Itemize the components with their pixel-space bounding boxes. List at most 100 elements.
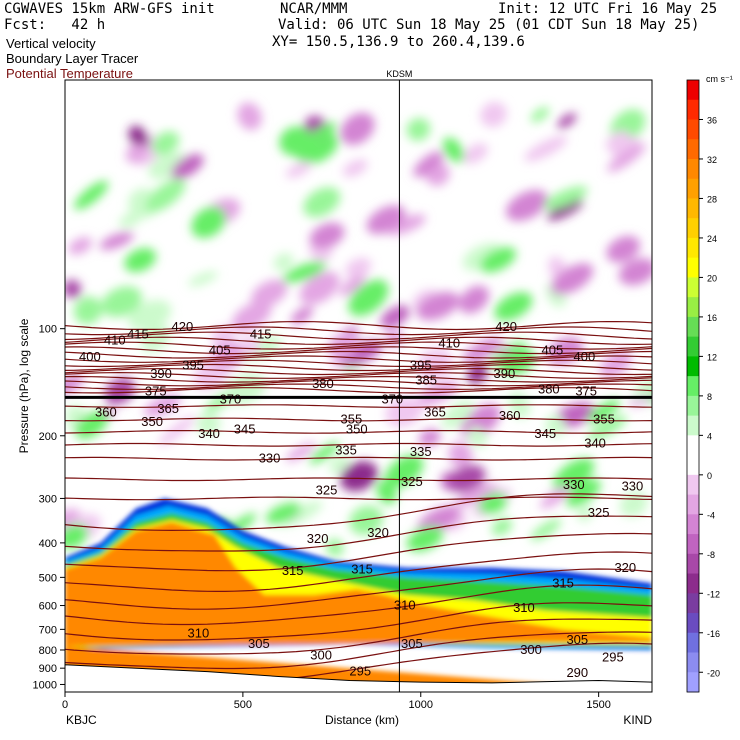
theta-label: 380 (312, 376, 334, 391)
y-tick-label: 600 (39, 601, 57, 613)
vv-cell (547, 199, 584, 221)
theta-label: 390 (150, 366, 172, 381)
vv-cell (265, 502, 302, 524)
colorbar-segment (687, 336, 699, 357)
colorbar-label: 0 (707, 471, 712, 481)
theta-label: 355 (593, 412, 615, 427)
theta-label: 400 (79, 349, 101, 364)
vv-cell (273, 253, 294, 271)
vv-cell (448, 465, 486, 493)
vv-cell (459, 285, 490, 314)
vv-cell (285, 161, 312, 178)
vv-cell (543, 186, 588, 210)
vv-cell (442, 400, 474, 429)
theta-contour (65, 442, 652, 447)
vv-cell (99, 231, 134, 250)
theta-contour (65, 359, 652, 368)
colorbar-segment (687, 534, 699, 555)
theta-label: 345 (234, 421, 256, 436)
y-tick-label: 500 (39, 572, 57, 584)
terrain (65, 664, 652, 692)
vv-cell (606, 235, 641, 263)
header-fcst: Fcst: 42 h (4, 17, 106, 33)
colorbar-label: -20 (707, 668, 720, 678)
plot-frame (64, 79, 653, 693)
colorbar-segment (687, 198, 699, 219)
colorbar-segment (687, 435, 699, 456)
colorbar-segment (687, 494, 699, 515)
colorbar-segment (687, 237, 699, 259)
theta-contour (65, 326, 652, 336)
vv-cell (65, 279, 82, 299)
vv-cell (151, 131, 180, 156)
vv-cell (416, 380, 459, 407)
header-model: CGWAVES 15km ARW-GFS init (4, 1, 215, 17)
vv-cell (605, 130, 629, 151)
theta-contour (65, 568, 652, 610)
vv-cell (406, 525, 444, 552)
theta-label: 395 (410, 358, 432, 373)
vv-cell (545, 414, 566, 437)
theta-label: 375 (145, 383, 167, 398)
theta-contour (65, 417, 652, 422)
colorbar-segment (687, 356, 699, 377)
vv-cell (309, 222, 345, 249)
colorbar-label: 36 (707, 115, 717, 125)
vv-cell (413, 151, 444, 178)
theta-label: 410 (438, 335, 460, 350)
header-center: NCAR/MMM (280, 1, 348, 17)
theta-contour (65, 493, 652, 532)
vv-cell (553, 458, 595, 492)
colorbar-segment (687, 316, 699, 338)
theta-label: 340 (584, 435, 606, 450)
vv-cell (188, 271, 218, 287)
colorbar-segment (687, 99, 699, 120)
vv-cell (345, 257, 372, 278)
y-tick-label: 900 (39, 663, 57, 675)
theta-contour (65, 430, 652, 434)
tracer-band-orange (65, 522, 652, 692)
vv-cell (279, 126, 313, 156)
colorbar-segment (687, 573, 699, 594)
theta-label: 300 (310, 648, 332, 663)
colorbar-label: 4 (707, 431, 712, 441)
x-axis-title: Distance (km) (325, 713, 399, 727)
vv-cell (65, 375, 84, 396)
y-tick-label: 100 (39, 324, 57, 336)
theta-label: 330 (259, 451, 281, 466)
vv-cell (467, 426, 487, 448)
theta-label: 420 (495, 319, 517, 334)
vv-cell (290, 306, 313, 325)
vv-cell (118, 212, 143, 228)
colorbar-segment (687, 415, 699, 436)
colorbar-label: -16 (707, 629, 720, 639)
theta-contour (65, 379, 652, 387)
colorbar-segment (687, 632, 699, 654)
colorbar-segment (687, 158, 699, 180)
theta-label: 360 (499, 408, 521, 423)
theta-label: 305 (401, 636, 423, 651)
theta-contour (65, 367, 652, 376)
theta-label: 350 (141, 414, 163, 429)
theta-label: 290 (566, 665, 588, 680)
colorbar-label: 12 (707, 352, 717, 362)
colorbar-segment (687, 257, 699, 278)
theta-label: 355 (341, 412, 363, 427)
vv-cell (566, 479, 601, 507)
vv-cell (418, 428, 441, 447)
vv-cell (386, 214, 426, 236)
theta-label: 410 (104, 333, 126, 348)
theta-contour (65, 618, 652, 655)
theta-contour (65, 331, 652, 341)
y-axis: 100 200 300 400 500 600 700 800 900 1000 (33, 324, 65, 691)
theta-contour (65, 496, 652, 501)
theta-label: 315 (282, 563, 304, 578)
theta-label: 305 (566, 632, 588, 647)
theta-label: 335 (410, 444, 432, 459)
colorbar-label: 24 (707, 234, 717, 244)
theta-label: 385 (415, 373, 437, 388)
theta-label: 325 (401, 474, 423, 489)
theta-label: 330 (622, 479, 644, 494)
header-init: Init: 12 UTC Fri 16 May 25 (498, 1, 718, 17)
vv-cell (366, 205, 406, 235)
